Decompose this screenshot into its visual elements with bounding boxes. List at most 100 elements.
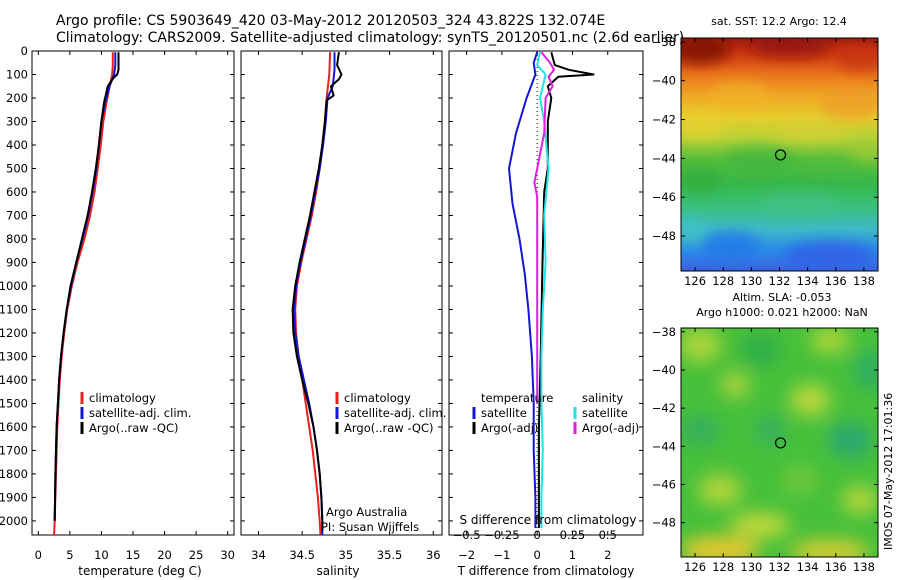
depth-tick-label: 1300 — [0, 349, 28, 363]
legend-label-argo: Argo(..raw -QC) — [89, 421, 179, 435]
sst-map: sat. SST: 12.2 Argo: 12.4 126 128 1 — [652, 15, 879, 288]
s-diff-tick-label: −0.5 — [453, 528, 481, 542]
x-tick-label: 5 — [66, 548, 73, 562]
axes-layer: 0100200300400500600700800900100011001200… — [0, 44, 643, 562]
legend-label-satellite-adj: satellite-adj. clim. — [344, 406, 446, 420]
sst-texture — [681, 38, 878, 269]
legend-label-argo: Argo(..raw -QC) — [344, 421, 434, 435]
depth-tick-label: 1700 — [0, 443, 28, 457]
t-difference-axis-label: T difference from climatology — [457, 564, 635, 578]
series-line-satellite-salinity — [536, 51, 550, 528]
x-tick-label: 34.5 — [289, 548, 315, 562]
x-tick-label: 30 — [220, 548, 235, 562]
legend-label-s-argo: Argo(-adj) — [582, 421, 639, 435]
s-diff-tick-label: 0 — [534, 528, 541, 542]
longitude-tick-label: 128 — [712, 560, 734, 574]
depth-tick-label: 1100 — [0, 302, 28, 316]
series-line-argo-adj-temperature — [537, 51, 595, 528]
sla-map-title-line1: Altim. SLA: -0.053 — [732, 291, 831, 304]
legend-label-t-argo: Argo(-adj) — [481, 421, 538, 435]
series-line-satellite-temperature — [508, 51, 539, 528]
difference-legend: temperature salinity satellite Argo(-adj… — [472, 391, 639, 435]
series-line-satellite-adj-clim — [53, 52, 117, 521]
x-tick-label: 2 — [604, 548, 611, 562]
sla-texture — [681, 328, 878, 557]
depth-tick-label: 1500 — [0, 396, 28, 410]
annotation-argo-australia: Argo Australia — [326, 505, 407, 519]
x-tick-label: 0 — [534, 548, 541, 562]
longitude-tick-label: 134 — [797, 274, 819, 288]
legend-title-temperature: temperature — [481, 391, 553, 405]
s-difference-axis-label: S difference from climatology — [460, 513, 637, 527]
depth-tick-label: 0 — [21, 44, 28, 58]
imos-credit: IMOS 07-May-2012 17:01:36 — [882, 393, 895, 550]
sst-map-title: sat. SST: 12.2 Argo: 12.4 — [711, 15, 847, 28]
s-diff-tick-label: 0.25 — [560, 528, 586, 542]
s-diff-tick-label: 0.5 — [599, 528, 617, 542]
salinity-panel-frame — [240, 50, 443, 536]
longitude-tick-label: 138 — [853, 560, 875, 574]
longitude-tick-label: 130 — [740, 274, 762, 288]
longitude-tick-label: 132 — [769, 560, 791, 574]
latitude-tick-label: −48 — [652, 516, 676, 530]
depth-tick-label: 600 — [6, 185, 28, 199]
depth-tick-label: 1200 — [0, 326, 28, 340]
longitude-tick-label: 132 — [769, 274, 791, 288]
s-diff-tick-label: −0.25 — [484, 528, 519, 542]
x-tick-label: 20 — [157, 548, 172, 562]
salinity-legend: climatology satellite-adj. clim. Argo(..… — [321, 391, 446, 534]
longitude-tick-label: 130 — [740, 560, 762, 574]
legend-label-s-satellite: satellite — [582, 406, 628, 420]
series-line-argo-adj-salinity — [533, 51, 556, 404]
series-line-argo-raw-qc — [53, 52, 120, 521]
legend-label-t-satellite: satellite — [481, 406, 527, 420]
depth-tick-label: 200 — [6, 91, 28, 105]
legend-label-climatology: climatology — [344, 391, 411, 405]
x-tick-label: −2 — [458, 548, 475, 562]
depth-tick-label: 1800 — [0, 467, 28, 481]
sla-map-title-line2: Argo h1000: 0.021 h2000: NaN — [696, 306, 868, 319]
temperature-axis-label: temperature (deg C) — [78, 564, 201, 578]
x-tick-label: 35.5 — [377, 548, 403, 562]
depth-tick-label: 100 — [6, 67, 28, 81]
longitude-tick-label: 126 — [684, 560, 706, 574]
series-layer — [53, 51, 595, 536]
depth-tick-label: 1900 — [0, 490, 28, 504]
temperature-legend: climatology satellite-adj. clim. Argo(..… — [80, 391, 191, 435]
sla-map-axes: 126 128 130 132 134 136 138 −38 −40 −42 −44 −46 −48 — [652, 325, 878, 574]
x-tick-label: 0 — [35, 548, 42, 562]
longitude-tick-label: 138 — [853, 274, 875, 288]
x-tick-label: 25 — [189, 548, 204, 562]
longitude-tick-label: 136 — [825, 274, 847, 288]
x-tick-label: 10 — [94, 548, 109, 562]
latitude-tick-label: −38 — [652, 35, 676, 49]
depth-tick-label: 500 — [6, 161, 28, 175]
salinity-axis-label: salinity — [316, 564, 359, 578]
argo-float-marker — [774, 437, 787, 449]
latitude-tick-label: −40 — [652, 363, 676, 377]
depth-tick-label: 2000 — [0, 514, 28, 528]
difference-panel-frame — [448, 50, 644, 536]
depth-tick-label: 700 — [6, 208, 28, 222]
legend-label-climatology: climatology — [89, 391, 156, 405]
legend-label-satellite-adj: satellite-adj. clim. — [89, 406, 191, 420]
legend-title-salinity: salinity — [582, 391, 623, 405]
longitude-tick-label: 126 — [684, 274, 706, 288]
sst-map-axes: 126 128 130 132 134 136 138 −38 −40 −42 −44 −46 −48 — [652, 35, 878, 288]
latitude-tick-label: −42 — [652, 113, 676, 127]
latitude-tick-label: −44 — [652, 151, 676, 165]
depth-tick-label: 300 — [6, 114, 28, 128]
depth-tick-label: 400 — [6, 138, 28, 152]
longitude-tick-label: 128 — [712, 274, 734, 288]
latitude-tick-label: −42 — [652, 401, 676, 415]
header-title-line2: Climatology: CARS2009. Satellite-adjuste… — [56, 30, 684, 46]
latitude-tick-label: −44 — [652, 439, 676, 453]
depth-tick-label: 1000 — [0, 279, 28, 293]
annotation-pi-name: PI: Susan Wijffels — [321, 520, 419, 534]
longitude-tick-label: 136 — [825, 560, 847, 574]
latitude-tick-label: −46 — [652, 477, 676, 491]
x-tick-label: 1 — [569, 548, 576, 562]
depth-tick-label: 1400 — [0, 373, 28, 387]
